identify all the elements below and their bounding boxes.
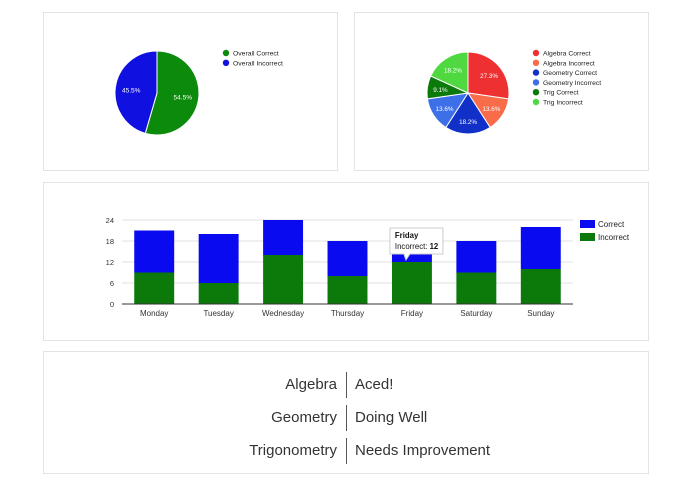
pie-slice-label: 18.2% (459, 119, 477, 126)
summary-card: Algebra Aced! Geometry Doing Well Trigon… (43, 351, 649, 474)
x-tick-label: Friday (401, 309, 423, 318)
summary-status: Aced! (355, 376, 394, 393)
bar-tooltip: Friday Incorrect: 12 (389, 227, 444, 262)
subject-pie-chart: 27.3% 13.6% 18.2% 13.6% 9.1% 18.2% Algebra Cor… (426, 49, 601, 135)
legend-label: Trig Incorrect (543, 100, 583, 107)
bar-correct[interactable] (198, 234, 239, 283)
x-tick-label: Tuesday (203, 309, 233, 318)
bar-incorrect[interactable] (456, 272, 497, 305)
tooltip-box (389, 227, 444, 262)
legend-label: Geometry Correct (543, 70, 597, 77)
subject-pie-card: 27.3% 13.6% 18.2% 13.6% 9.1% 18.2% Algebra Cor… (354, 12, 649, 171)
pie-slice[interactable] (144, 50, 200, 136)
tooltip-value: 12 (430, 242, 439, 251)
summary-subject: Geometry (271, 409, 337, 426)
summary-row-geometry: Geometry Doing Well (44, 405, 648, 431)
pie-slice-label: 18.2% (444, 68, 462, 75)
summary-divider (346, 405, 347, 431)
legend-marker (532, 89, 540, 96)
overall-pie-card: 54.5% 45.5% Overall Correct Overall Incorre… (43, 12, 338, 171)
pie-slice-label: 27.3% (480, 73, 498, 80)
bar-incorrect[interactable] (198, 283, 239, 304)
pie-slice[interactable] (467, 51, 510, 100)
tooltip-title: Friday (395, 231, 419, 240)
summary-row-algebra: Algebra Aced! (44, 372, 648, 398)
legend-label: Overall Incorrect (233, 60, 283, 67)
summary-status: Needs Improvement (355, 442, 491, 459)
summary-divider (346, 372, 347, 398)
x-tick-label: Saturday (460, 309, 492, 318)
summary-row-trigonometry: Trigonometry Needs Improvement (44, 438, 648, 464)
legend-label: Correct (598, 220, 625, 229)
legend-label: Trig Correct (543, 90, 579, 97)
legend-marker (532, 49, 540, 57)
summary-subject: Trigonometry (249, 442, 337, 459)
pie-slice[interactable] (430, 51, 469, 94)
y-tick-label: 18 (106, 237, 114, 246)
legend-marker (222, 49, 230, 57)
weekly-bar-chart: 0 6 12 18 24 Monday Tuesday Wednesday Thursday Fr… (106, 216, 630, 318)
legend-marker (532, 98, 540, 106)
legend-marker (580, 220, 595, 228)
legend-marker (532, 69, 540, 76)
summary-status: Doing Well (355, 409, 428, 426)
legend-marker (532, 59, 540, 66)
pie-slice-label: 13.6% (436, 106, 454, 113)
bar-incorrect[interactable] (391, 262, 432, 304)
legend-marker (580, 233, 595, 241)
bar-correct[interactable] (456, 241, 497, 273)
legend-label: Algebra Correct (543, 51, 591, 58)
pie-slice[interactable] (114, 50, 158, 134)
legend-label: Overall Correct (233, 51, 279, 58)
pie-slice-label: 54.5% (174, 95, 193, 102)
bar-correct[interactable] (327, 241, 368, 276)
bar-incorrect[interactable] (134, 272, 175, 305)
bar-incorrect[interactable] (520, 269, 561, 304)
x-tick-label: Thursday (331, 309, 364, 318)
legend-label: Geometry Incorrect (543, 80, 601, 87)
bar-correct[interactable] (263, 220, 304, 255)
tooltip-text: Incorrect: 12 (395, 242, 439, 251)
bar-correct[interactable] (134, 230, 175, 273)
tooltip-label: Incorrect: (395, 242, 430, 251)
legend-marker (532, 79, 540, 86)
legend-label: Algebra Incorrect (543, 60, 595, 67)
bar-incorrect[interactable] (327, 276, 368, 304)
pie-slice[interactable] (445, 92, 491, 135)
x-tick-label: Wednesday (262, 309, 304, 318)
x-tick-label: Sunday (527, 309, 554, 318)
legend-marker (222, 59, 230, 66)
y-tick-label: 12 (106, 258, 114, 267)
x-tick-label: Monday (140, 309, 168, 318)
weekly-bar-card: 0 6 12 18 24 Monday Tuesday Wednesday Thursday Fr… (43, 182, 649, 341)
overall-pie-chart: 54.5% 45.5% Overall Correct Overall Incorre… (114, 49, 283, 136)
summary-divider (346, 438, 347, 464)
pie-slice-label: 9.1% (433, 87, 448, 94)
y-tick-label: 0 (110, 300, 114, 309)
summary-subject: Algebra (285, 376, 337, 393)
pie-slice-label: 13.6% (483, 106, 501, 113)
y-tick-label: 24 (106, 216, 114, 225)
bar-incorrect[interactable] (263, 255, 304, 304)
pie-slice-label: 45.5% (122, 87, 141, 94)
legend-label: Incorrect (598, 233, 630, 242)
y-tick-label: 6 (110, 279, 114, 288)
bar-correct[interactable] (520, 227, 561, 269)
